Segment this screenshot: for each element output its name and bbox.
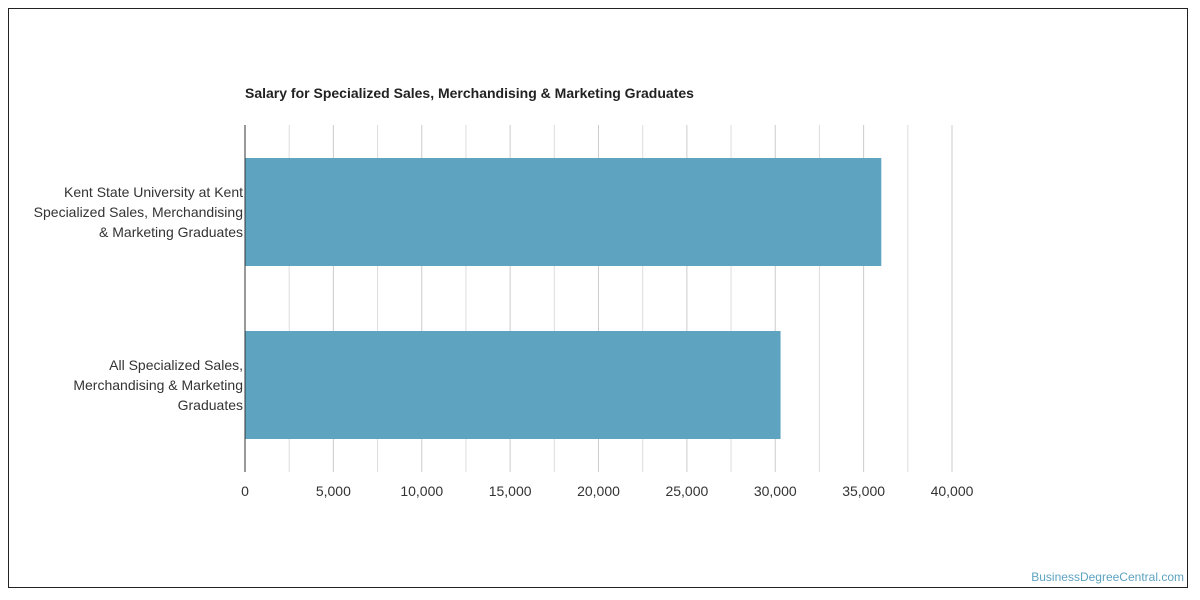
- chart-title: Salary for Specialized Sales, Merchandis…: [245, 85, 694, 101]
- x-tick-label: 15,000: [489, 483, 532, 499]
- category-label-1: Kent State University at Kent Specialized…: [5, 182, 243, 242]
- x-tick-label: 40,000: [931, 483, 974, 499]
- x-tick-label: 20,000: [577, 483, 620, 499]
- bar-2[interactable]: [245, 331, 781, 439]
- chart-frame: [8, 8, 1188, 588]
- category-label-line: Kent State University at Kent: [64, 184, 243, 200]
- x-tick-label: 35,000: [842, 483, 885, 499]
- x-tick-labels: 0 5,000 10,000 15,000 20,000 25,000 30,000 35,0…: [241, 483, 974, 499]
- x-tick-label: 25,000: [665, 483, 708, 499]
- bars: [245, 158, 882, 439]
- category-label-line: Specialized Sales, Merchandising: [33, 204, 243, 220]
- category-label-line: & Marketing Graduates: [99, 224, 243, 240]
- x-tick-label: 30,000: [754, 483, 797, 499]
- category-label-2: All Specialized Sales, Merchandising & Ma…: [5, 355, 243, 415]
- bar-1[interactable]: [245, 158, 882, 266]
- category-label-line: Graduates: [177, 397, 243, 413]
- source-link[interactable]: BusinessDegreeCentral.com: [1031, 570, 1184, 584]
- x-tick-label: 10,000: [400, 483, 443, 499]
- x-tick-label: 5,000: [316, 483, 351, 499]
- x-tick-label: 0: [241, 483, 249, 499]
- category-label-line: All Specialized Sales,: [109, 357, 243, 373]
- category-label-line: Merchandising & Marketing: [73, 377, 243, 393]
